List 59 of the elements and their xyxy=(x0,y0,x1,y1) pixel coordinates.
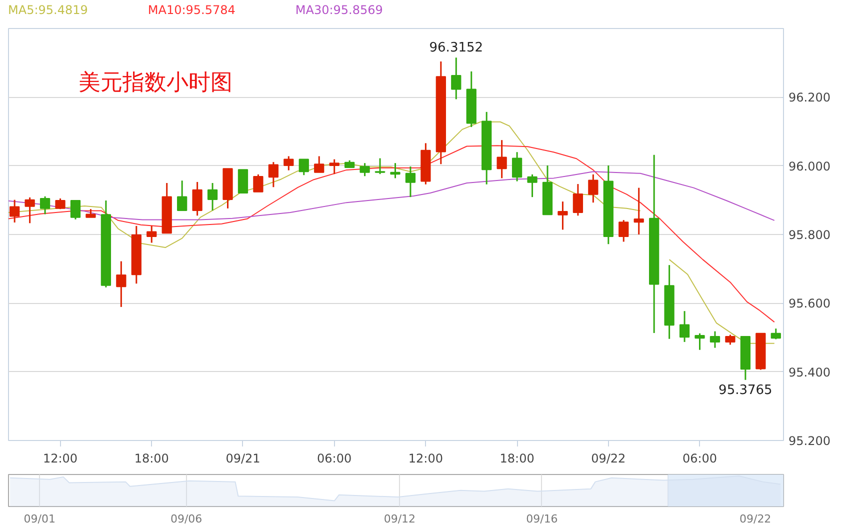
candlestick xyxy=(405,166,416,198)
x-tick-label: 09/22 xyxy=(739,512,772,526)
x-tick-label: 06:00 xyxy=(317,452,352,466)
annotation: 95.3765 xyxy=(718,382,772,398)
candlestick xyxy=(10,199,20,224)
x-tick-label: 18:00 xyxy=(134,452,169,466)
x-tick-label: 09/06 xyxy=(170,512,202,526)
x-tick-label: 12:00 xyxy=(408,452,443,466)
x-tick-label: 09/16 xyxy=(526,512,558,526)
text: MA5:95.4819 xyxy=(8,3,88,17)
candlestick xyxy=(329,158,340,175)
candlestick xyxy=(496,139,507,179)
candlestick xyxy=(207,182,218,212)
candlestick xyxy=(253,174,264,193)
candlestick xyxy=(634,187,644,236)
x-tick-label: 09/01 xyxy=(24,512,56,526)
text: MA10:95.5784 xyxy=(148,3,236,17)
y-tick-label: 95.600 xyxy=(788,296,830,311)
text: 美元指数小时图 xyxy=(78,70,232,96)
candlestick xyxy=(512,151,522,182)
candlestick xyxy=(694,332,705,351)
x-tick-label: 09/12 xyxy=(384,512,416,526)
candlestick xyxy=(710,330,720,349)
x-tick-label: 12:00 xyxy=(42,452,78,466)
candlestick xyxy=(390,162,400,179)
candlestick xyxy=(679,310,690,343)
candlestick xyxy=(527,174,538,198)
y-tick-label: 95.400 xyxy=(788,365,830,380)
candlestick xyxy=(177,180,188,212)
y-tick-label: 96.000 xyxy=(788,159,830,174)
candlestick xyxy=(588,174,598,204)
candlestick xyxy=(40,196,50,215)
candlestick xyxy=(572,183,584,216)
candlestick xyxy=(314,155,324,174)
y-tick-label: 95.200 xyxy=(788,434,830,448)
candlestick xyxy=(284,155,294,172)
x-tick-label: 18:00 xyxy=(500,452,534,466)
candlestick xyxy=(192,181,202,216)
candlestick xyxy=(451,56,462,100)
annotation: 96.3152 xyxy=(429,40,484,56)
candlestick xyxy=(146,225,157,244)
x-tick-label: 09/21 xyxy=(226,452,260,466)
candlestick xyxy=(298,158,309,176)
x-tick-label: 09/22 xyxy=(591,452,626,466)
candlestick xyxy=(238,169,248,194)
candlestick xyxy=(558,200,568,230)
candlestick xyxy=(70,200,81,220)
candlestick xyxy=(374,158,386,175)
candlestick xyxy=(360,162,370,177)
candlestick xyxy=(725,334,736,346)
y-tick-label: 95.800 xyxy=(788,228,830,242)
candlestick xyxy=(770,328,781,340)
text: MA30:95.8569 xyxy=(295,3,383,17)
y-tick-label: 96.200 xyxy=(788,90,830,105)
candlestick xyxy=(618,219,629,242)
candlestick xyxy=(268,161,278,188)
candlestick xyxy=(116,260,126,308)
x-tick-label: 06:00 xyxy=(682,452,718,466)
candlestick xyxy=(24,196,35,224)
